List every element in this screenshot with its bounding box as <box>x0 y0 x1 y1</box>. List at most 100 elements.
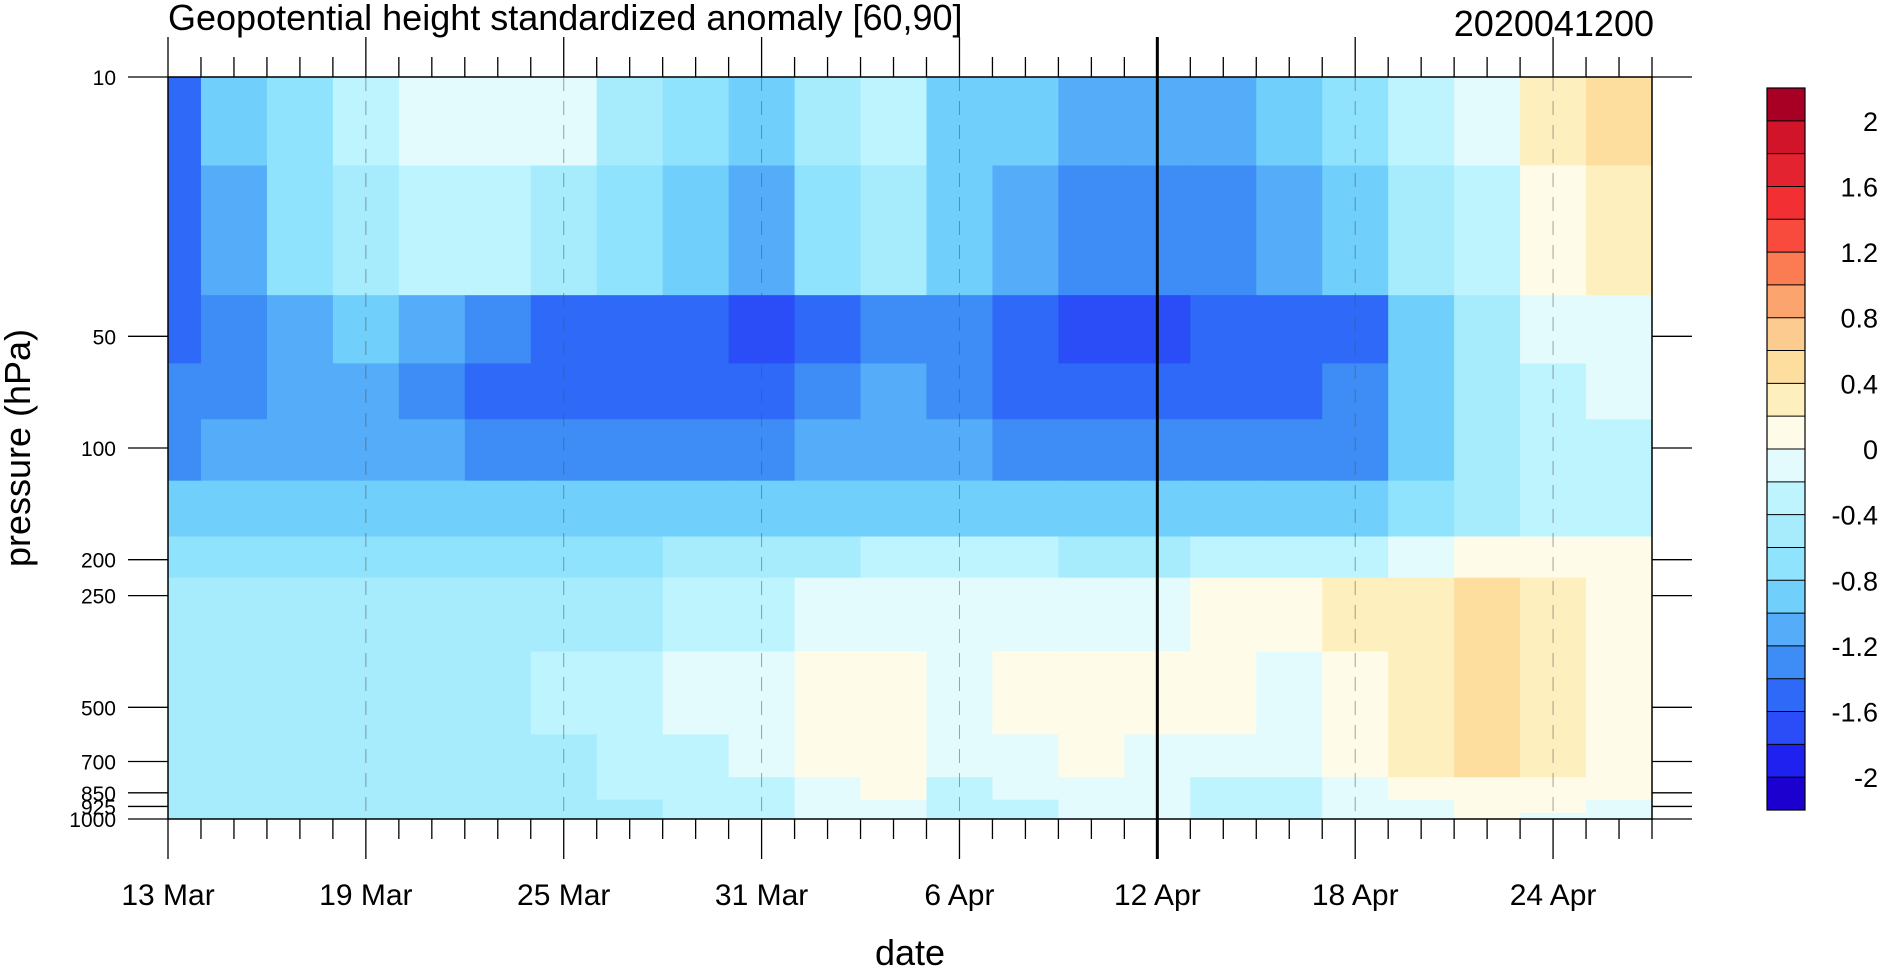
colorbar-swatch <box>1767 219 1805 253</box>
heatmap-cell <box>596 480 664 538</box>
heatmap-cell <box>266 577 334 653</box>
colorbar-label: -0.8 <box>1831 566 1878 596</box>
colorbar-label: -1.2 <box>1831 632 1878 662</box>
heatmap-cell <box>266 77 334 167</box>
heatmap-cell <box>1454 363 1521 420</box>
heatmap-cell <box>1256 363 1323 420</box>
heatmap-cell <box>662 577 730 653</box>
colorbar-swatch <box>1767 186 1805 220</box>
heatmap-cell <box>1388 165 1455 296</box>
heatmap-cell <box>266 165 334 296</box>
heatmap-cell <box>860 777 928 801</box>
heatmap-cell <box>266 480 334 538</box>
heatmap-cell <box>1256 799 1323 814</box>
heatmap-cell <box>168 651 202 736</box>
heatmap-cell <box>1322 812 1389 819</box>
heatmap-cell <box>1256 812 1323 819</box>
heatmap-cell <box>860 577 928 653</box>
x-tick-label: 24 Apr <box>1510 879 1597 912</box>
heatmap-cell <box>860 363 928 420</box>
y-tick-label: 250 <box>81 586 116 609</box>
colorbar-swatch <box>1767 711 1805 745</box>
heatmap-cell <box>794 536 862 579</box>
heatmap-cell <box>266 295 334 365</box>
heatmap-cell <box>926 777 994 801</box>
heatmap-cell <box>1586 799 1652 814</box>
chart-title: Geopotential height standardized anomaly… <box>168 0 963 38</box>
heatmap-cell <box>1586 651 1652 736</box>
heatmap-cell <box>266 734 334 778</box>
y-tick-label: 10 <box>93 67 116 90</box>
heatmap-cell <box>662 77 730 167</box>
heatmap-cell <box>200 77 268 167</box>
heatmap-cell <box>1058 536 1125 579</box>
heatmap-cell <box>1058 363 1125 420</box>
heatmap-cell <box>1454 77 1521 167</box>
heatmap-cell <box>1388 480 1455 538</box>
y-tick-label: 50 <box>93 326 116 349</box>
heatmap-cell <box>1256 480 1323 538</box>
heatmap-cell <box>1058 812 1125 819</box>
heatmap-cell <box>464 812 532 819</box>
heatmap-cell <box>1190 734 1257 778</box>
heatmap-cell <box>398 777 466 801</box>
heatmap-cell <box>398 295 466 365</box>
heatmap-cell <box>794 577 862 653</box>
heatmap-cell <box>596 799 664 814</box>
colorbar-label: 1.2 <box>1840 238 1878 268</box>
heatmap-cell <box>1454 577 1521 653</box>
heatmap-cell <box>168 799 202 814</box>
y-tick-label: 850 <box>81 783 116 806</box>
heatmap-cell <box>596 536 664 579</box>
heatmap-cell <box>1388 777 1455 801</box>
heatmap-cell <box>200 536 268 579</box>
colorbar-swatch <box>1767 284 1805 319</box>
heatmap-cell <box>662 734 730 778</box>
heatmap-cell <box>1454 734 1521 778</box>
heatmap-cell <box>860 812 928 819</box>
heatmap-field <box>168 77 1652 819</box>
heatmap-cell <box>398 419 466 482</box>
heatmap-cell <box>1256 419 1323 482</box>
colorbar-label: 0 <box>1863 435 1878 465</box>
heatmap-cell <box>662 651 730 736</box>
heatmap-cell <box>1388 734 1455 778</box>
heatmap-cell <box>1388 799 1455 814</box>
heatmap-cell <box>794 77 862 167</box>
heatmap-cell <box>860 77 928 167</box>
heatmap-cell <box>168 295 202 365</box>
heatmap-cell <box>1586 734 1652 778</box>
heatmap-cell <box>596 419 664 482</box>
colorbar-swatch <box>1767 744 1805 778</box>
heatmap-cell <box>1388 577 1455 653</box>
heatmap-cell <box>1256 77 1323 167</box>
heatmap-cell <box>1586 77 1652 167</box>
heatmap-cell <box>794 734 862 778</box>
heatmap-cell <box>332 777 400 801</box>
heatmap-cell <box>1058 777 1125 801</box>
heatmap-cell <box>1190 651 1257 736</box>
heatmap-cell <box>1190 480 1257 538</box>
heatmap-cell <box>464 363 532 420</box>
heatmap-cell <box>992 295 1059 365</box>
heatmap-cell <box>794 363 862 420</box>
heatmap-cell <box>1388 651 1455 736</box>
heatmap-cell <box>926 812 994 819</box>
heatmap-cell <box>1586 536 1652 579</box>
heatmap-cell <box>1586 363 1652 420</box>
heatmap-cell <box>860 419 928 482</box>
heatmap-cell <box>1454 536 1521 579</box>
heatmap-cell <box>596 577 664 653</box>
colorbar-label: -2 <box>1854 763 1878 793</box>
heatmap-cell <box>200 577 268 653</box>
heatmap-cell <box>168 777 202 801</box>
heatmap-cell <box>200 651 268 736</box>
x-tick-label: 13 Mar <box>121 879 214 912</box>
heatmap-cell <box>266 363 334 420</box>
heatmap-cell <box>1256 536 1323 579</box>
heatmap-cell <box>992 799 1059 814</box>
colorbar-label: 0.4 <box>1840 369 1878 399</box>
heatmap-cell <box>1058 295 1125 365</box>
heatmap-cell <box>860 165 928 296</box>
heatmap-cell <box>398 812 466 819</box>
